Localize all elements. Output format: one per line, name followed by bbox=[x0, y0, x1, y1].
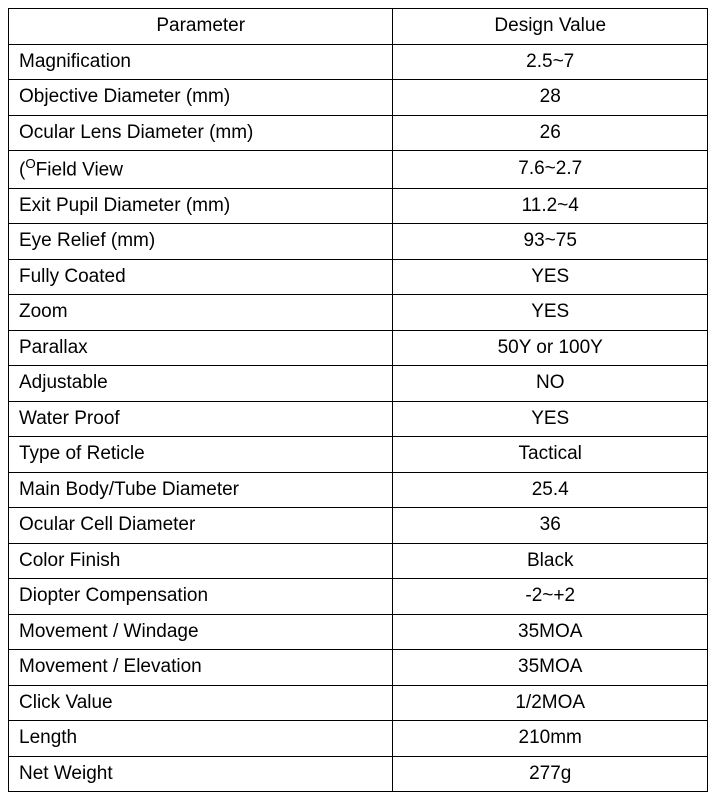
table-row: Objective Diameter (mm)28 bbox=[9, 80, 708, 116]
param-cell: Magnification bbox=[9, 44, 393, 80]
param-superscript: O bbox=[25, 156, 35, 171]
value-cell: 7.6~2.7 bbox=[393, 151, 708, 189]
param-cell: Length bbox=[9, 721, 393, 757]
table-row: Water ProofYES bbox=[9, 401, 708, 437]
table-row: Ocular Cell Diameter36 bbox=[9, 508, 708, 544]
param-cell: Net Weight bbox=[9, 756, 393, 792]
table-row: Parallax50Y or 100Y bbox=[9, 330, 708, 366]
param-cell: Diopter Compensation bbox=[9, 579, 393, 615]
table-row: Length210mm bbox=[9, 721, 708, 757]
value-cell: Black bbox=[393, 543, 708, 579]
value-cell: 28 bbox=[393, 80, 708, 116]
table-row: Ocular Lens Diameter (mm)26 bbox=[9, 115, 708, 151]
table-row: ZoomYES bbox=[9, 295, 708, 331]
param-cell: Type of Reticle bbox=[9, 437, 393, 473]
table-row: Exit Pupil Diameter (mm)11.2~4 bbox=[9, 188, 708, 224]
value-cell: 1/2MOA bbox=[393, 685, 708, 721]
table-row: (OField View7.6~2.7 bbox=[9, 151, 708, 189]
table-body: Magnification2.5~7Objective Diameter (mm… bbox=[9, 44, 708, 792]
value-cell: 26 bbox=[393, 115, 708, 151]
value-cell: 50Y or 100Y bbox=[393, 330, 708, 366]
param-cell: Color Finish bbox=[9, 543, 393, 579]
param-cell: Fully Coated bbox=[9, 259, 393, 295]
table-row: Main Body/Tube Diameter25.4 bbox=[9, 472, 708, 508]
table-row: Click Value1/2MOA bbox=[9, 685, 708, 721]
table-row: Magnification2.5~7 bbox=[9, 44, 708, 80]
param-cell: Objective Diameter (mm) bbox=[9, 80, 393, 116]
param-text-after: Field View bbox=[36, 159, 123, 180]
col-header-parameter: Parameter bbox=[9, 9, 393, 45]
param-cell: Movement / Elevation bbox=[9, 650, 393, 686]
col-header-value: Design Value bbox=[393, 9, 708, 45]
value-cell: 35MOA bbox=[393, 614, 708, 650]
param-cell: Parallax bbox=[9, 330, 393, 366]
table-row: Diopter Compensation-2~+2 bbox=[9, 579, 708, 615]
param-cell: Adjustable bbox=[9, 366, 393, 402]
table-row: Eye Relief (mm)93~75 bbox=[9, 224, 708, 260]
param-cell: Ocular Cell Diameter bbox=[9, 508, 393, 544]
value-cell: 277g bbox=[393, 756, 708, 792]
value-cell: YES bbox=[393, 401, 708, 437]
param-cell: Water Proof bbox=[9, 401, 393, 437]
table-header-row: Parameter Design Value bbox=[9, 9, 708, 45]
table-row: Color FinishBlack bbox=[9, 543, 708, 579]
value-cell: -2~+2 bbox=[393, 579, 708, 615]
table-row: Movement / Windage35MOA bbox=[9, 614, 708, 650]
value-cell: 2.5~7 bbox=[393, 44, 708, 80]
spec-table: Parameter Design Value Magnification2.5~… bbox=[8, 8, 708, 792]
table-row: Type of ReticleTactical bbox=[9, 437, 708, 473]
value-cell: 25.4 bbox=[393, 472, 708, 508]
value-cell: 11.2~4 bbox=[393, 188, 708, 224]
param-cell: Exit Pupil Diameter (mm) bbox=[9, 188, 393, 224]
table-row: Fully CoatedYES bbox=[9, 259, 708, 295]
value-cell: 36 bbox=[393, 508, 708, 544]
value-cell: 93~75 bbox=[393, 224, 708, 260]
param-cell: Ocular Lens Diameter (mm) bbox=[9, 115, 393, 151]
value-cell: NO bbox=[393, 366, 708, 402]
value-cell: 210mm bbox=[393, 721, 708, 757]
param-cell: Main Body/Tube Diameter bbox=[9, 472, 393, 508]
table-row: Movement / Elevation35MOA bbox=[9, 650, 708, 686]
param-cell: Movement / Windage bbox=[9, 614, 393, 650]
table-row: Net Weight277g bbox=[9, 756, 708, 792]
value-cell: Tactical bbox=[393, 437, 708, 473]
table-row: AdjustableNO bbox=[9, 366, 708, 402]
param-cell: Zoom bbox=[9, 295, 393, 331]
value-cell: YES bbox=[393, 259, 708, 295]
param-cell: (OField View bbox=[9, 151, 393, 189]
param-cell: Click Value bbox=[9, 685, 393, 721]
param-cell: Eye Relief (mm) bbox=[9, 224, 393, 260]
value-cell: YES bbox=[393, 295, 708, 331]
value-cell: 35MOA bbox=[393, 650, 708, 686]
